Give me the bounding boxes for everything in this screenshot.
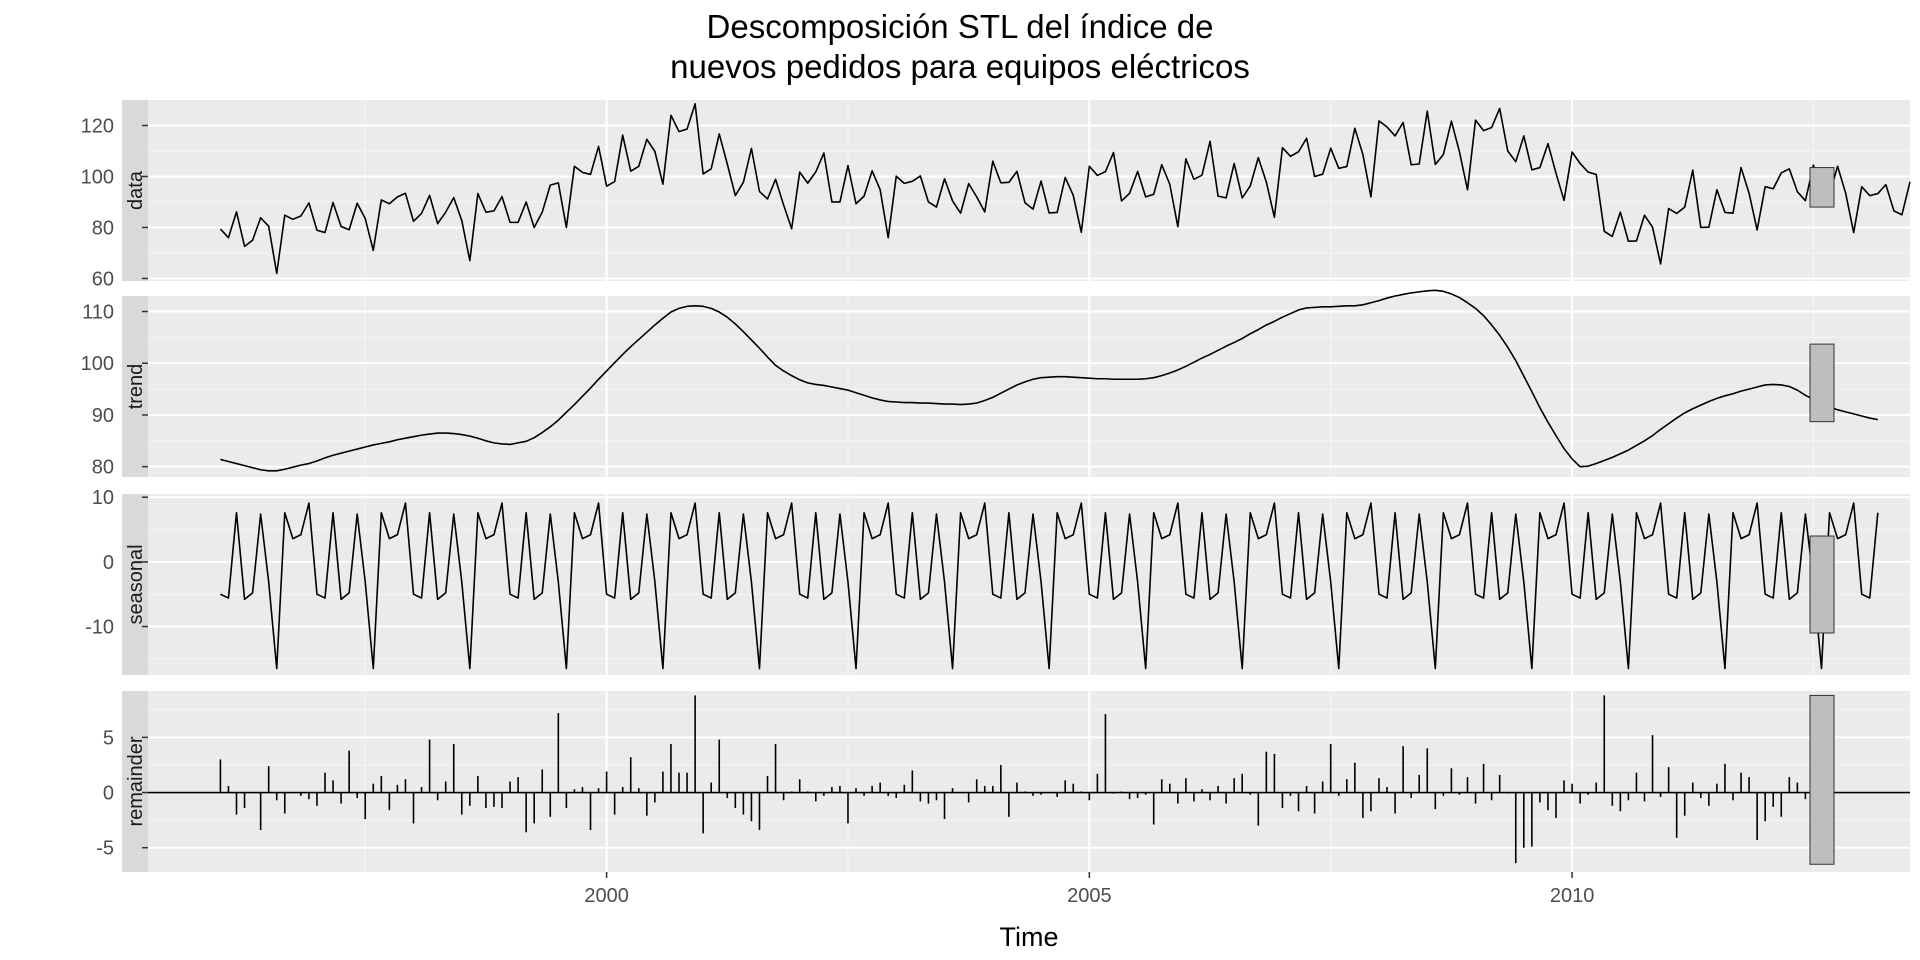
y-tick-label: 5: [103, 727, 114, 749]
series-line-data: [219, 103, 1911, 275]
chart-title-line-1: Descomposición STL del índice de: [707, 8, 1214, 45]
y-tick-label: 80: [92, 457, 114, 479]
strip-label-seasonal: seasonal: [125, 544, 147, 624]
y-tick-label: 100: [81, 166, 114, 188]
strip-data: [122, 100, 148, 281]
y-tick-label: 90: [92, 405, 114, 427]
x-tick-label: 2005: [1067, 885, 1112, 907]
x-axis: 2000 2005 2010: [584, 872, 1594, 907]
y-tick-label: 100: [81, 353, 114, 375]
y-tick-label: -10: [85, 617, 114, 639]
panel-remainder: remainder -5 0 5: [96, 691, 1910, 872]
series-line-seasonal: [220, 502, 1879, 670]
y-tick-label: 80: [92, 217, 114, 239]
y-tick-label: 0: [103, 552, 114, 574]
x-tick-label: 2000: [584, 885, 629, 907]
range-bar-remainder: [1809, 694, 1835, 865]
strip-label-data: data: [125, 170, 147, 210]
x-tick-label: 2010: [1550, 885, 1595, 907]
facet-panels: data6080100120trend8090100110seasonal-10…: [81, 100, 1911, 872]
y-tick-label: 60: [92, 268, 114, 290]
range-bar-data: [1809, 167, 1835, 208]
panel-data: data 60 80 100 120: [81, 100, 1911, 290]
panel-background-seasonal: [148, 494, 1910, 675]
strip-seasonal: [122, 494, 148, 675]
panel-trend: trend 80 90 100 110: [81, 289, 1910, 479]
y-tick-label: 0: [103, 783, 114, 805]
y-tick-label: 10: [92, 487, 114, 509]
panel-background-remainder: [148, 691, 1910, 872]
strip-label-remainder: remainder: [125, 736, 147, 826]
y-tick-label: -5: [96, 838, 114, 860]
range-bar-seasonal: [1809, 535, 1835, 634]
strip-trend: [122, 296, 148, 477]
panel-seasonal: seasonal -10 0 10: [85, 487, 1910, 675]
x-axis-title: Time: [1000, 922, 1059, 952]
chart-title-line-2: nuevos pedidos para equipos eléctricos: [670, 48, 1250, 85]
strip-remainder: [122, 691, 148, 872]
panel-background-trend: [148, 296, 1910, 477]
series-line-trend: [220, 289, 1878, 472]
range-bar-trend: [1809, 343, 1835, 423]
y-tick-label: 110: [82, 302, 114, 324]
strip-label-trend: trend: [125, 364, 147, 410]
y-tick-label: 120: [81, 115, 114, 137]
panel-background-data: [148, 100, 1910, 281]
